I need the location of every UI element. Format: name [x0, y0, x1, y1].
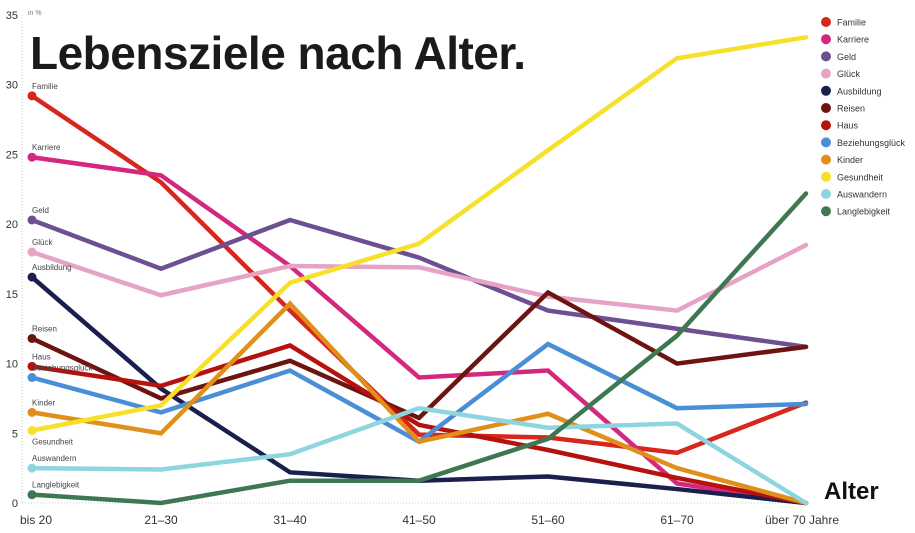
series-line-karriere: [29, 154, 809, 506]
legend-label: Gesundheit: [837, 172, 884, 182]
series-label: Langlebigkeit: [32, 481, 80, 490]
series-label: Glück: [32, 238, 53, 247]
series-line-glück: [29, 242, 809, 313]
legend-marker: [821, 34, 831, 45]
start-point: [27, 490, 37, 500]
x-tick-label: 51–60: [531, 513, 565, 527]
y-tick-label: 5: [12, 428, 18, 440]
start-point: [27, 373, 37, 383]
series-label: Beziehungsglück: [32, 364, 93, 373]
legend-marker: [821, 68, 831, 79]
chart-title: Lebensziele nach Alter.: [30, 27, 526, 79]
legend-label: Langlebigkeit: [837, 207, 891, 217]
legend-label: Ausbildung: [837, 86, 882, 96]
x-tick-label: 61–70: [660, 513, 694, 527]
series-line-geld: [29, 217, 809, 350]
series-label: Gesundheit: [32, 437, 74, 446]
y-tick-label: 10: [6, 359, 18, 371]
series-label: Geld: [32, 206, 49, 215]
series-label: Familie: [32, 82, 58, 91]
legend-label: Glück: [837, 69, 861, 79]
series-line-haus: [29, 342, 809, 506]
legend-marker: [821, 189, 831, 199]
start-point: [27, 333, 37, 343]
y-tick-label: 25: [6, 149, 18, 161]
start-point: [27, 91, 37, 101]
series-label: Kinder: [32, 398, 55, 407]
start-point: [27, 407, 37, 417]
start-point: [27, 463, 37, 473]
x-tick-label: über 70 Jahre: [765, 513, 839, 527]
y-tick-label: 35: [6, 10, 18, 22]
legend-label: Familie: [837, 18, 866, 28]
series-line-gesundheit: [29, 35, 809, 433]
legend-label: Kinder: [837, 155, 863, 165]
legend-marker: [821, 17, 831, 27]
start-point: [27, 215, 37, 225]
y-tick-label: 20: [6, 219, 18, 231]
legend-marker: [821, 154, 831, 165]
legend-marker: [821, 85, 831, 96]
series-line-kinder: [29, 300, 809, 506]
x-axis-label: Alter: [824, 478, 879, 505]
legend-label: Beziehungsglück: [837, 138, 906, 148]
start-point: [27, 247, 37, 257]
legend-marker: [821, 51, 831, 62]
series-line-familie: [29, 93, 809, 456]
series-label: Auswandern: [32, 454, 76, 463]
y-axis-unit: in %: [28, 10, 42, 17]
series-label: Reisen: [32, 324, 57, 333]
x-tick-label: bis 20: [20, 513, 52, 527]
y-tick-label: 30: [6, 80, 18, 92]
start-point: [27, 425, 37, 435]
start-point: [27, 272, 37, 282]
legend-marker: [821, 120, 831, 131]
legend-label: Auswandern: [837, 190, 887, 200]
series-label: Karriere: [32, 143, 61, 152]
series-line-reisen: [29, 289, 809, 421]
x-tick-label: 41–50: [402, 513, 436, 527]
start-point: [27, 152, 37, 162]
series-line-auswandern: [29, 405, 809, 506]
series-label: Haus: [32, 352, 51, 361]
y-tick-label: 15: [6, 289, 18, 301]
y-tick-label: 0: [12, 498, 18, 510]
start-point: [27, 361, 37, 371]
legend-marker: [821, 171, 831, 182]
x-tick-label: 31–40: [273, 513, 307, 527]
x-tick-label: 21–30: [144, 513, 178, 527]
legend-marker: [821, 137, 831, 148]
legend-marker: [821, 103, 831, 113]
series-line-langlebigkeit: [29, 191, 809, 506]
legend-label: Geld: [837, 52, 856, 62]
legend-label: Reisen: [837, 104, 865, 114]
legend-label: Haus: [837, 121, 859, 131]
series-label: Ausbildung: [32, 263, 72, 272]
legend-marker: [821, 206, 831, 217]
legend-label: Karriere: [837, 35, 869, 45]
